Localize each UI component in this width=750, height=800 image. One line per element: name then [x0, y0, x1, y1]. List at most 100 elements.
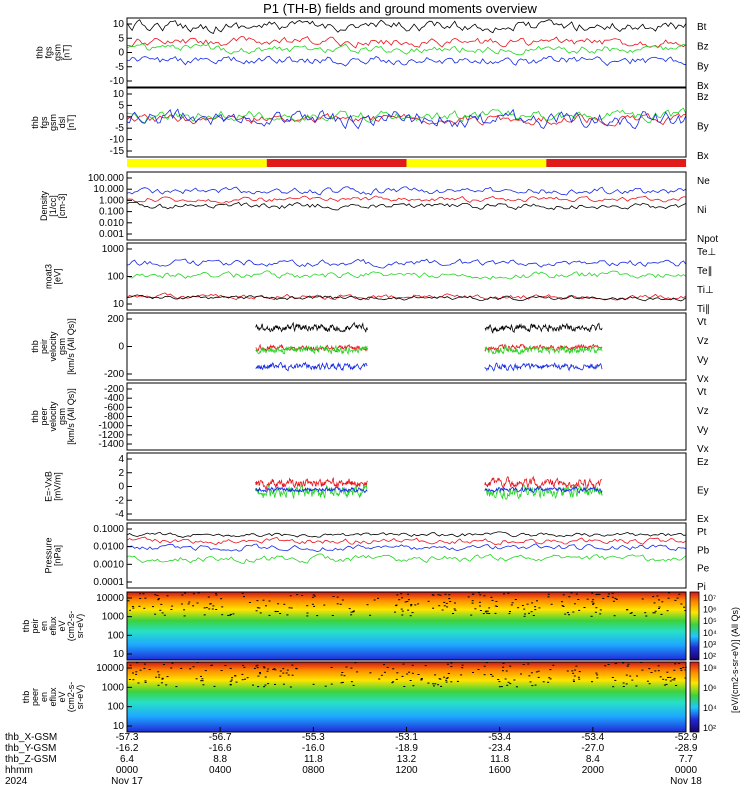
spectrogram-pixel: [192, 605, 195, 607]
y-axis-label: eflux: [48, 616, 58, 636]
spectrogram-pixel: [166, 595, 169, 597]
spectrogram-pixel: [591, 601, 594, 603]
spectrogram-pixel: [350, 614, 353, 616]
spectrogram-pixel: [242, 664, 244, 666]
spectrogram-pixel: [656, 595, 659, 597]
legend-entry: Ey: [697, 486, 709, 497]
spectrogram-pixel: [494, 605, 497, 607]
spectrogram-pixel: [446, 677, 449, 679]
spectrogram-pixel: [170, 667, 173, 669]
spectrogram-pixel: [452, 613, 454, 614]
mode-bar-segment: [127, 159, 267, 167]
y-axis-label: [mV/m]: [53, 472, 63, 501]
vz-trace: [255, 343, 368, 353]
spectrogram-pixel: [665, 683, 668, 685]
spectrogram-pixel: [258, 607, 261, 609]
spectrogram-pixel: [669, 676, 672, 678]
spectrogram-pixel: [408, 671, 411, 673]
vx-trace: [255, 361, 368, 372]
spectrogram-pixel: [158, 674, 161, 676]
x-row-label: thb_X-GSM: [5, 732, 57, 743]
spectrogram-pixel: [255, 610, 258, 612]
x-tick-label: 0800: [302, 765, 325, 776]
x-tick-label: -53.4: [488, 732, 511, 743]
spectrogram-pixel: [189, 668, 192, 670]
spectrogram-pixel: [296, 594, 299, 596]
spectrogram-pixel: [461, 667, 464, 669]
spectrogram-pixel: [183, 615, 186, 617]
spectrogram-pixel: [604, 665, 607, 667]
y-tick-label: 0: [118, 112, 124, 123]
spectrogram-pixel: [535, 671, 538, 673]
spectrogram-pixel: [612, 600, 615, 602]
pb-trace: [126, 536, 687, 546]
spectrogram-pixel: [136, 662, 139, 664]
panel-ion-velocity: 200 0 -200 thb peir velocity gsm [km/s (All Qs)…: [30, 312, 709, 385]
y-tick-label: -200: [104, 384, 124, 395]
spectrogram-pixel: [531, 602, 534, 604]
y-axis-label: velocity: [48, 331, 58, 362]
pi-trace: [126, 543, 687, 553]
spectrogram-pixel: [195, 678, 198, 680]
spectrogram-pixel: [611, 677, 614, 678]
spectrogram-pixel: [494, 612, 497, 614]
spectrogram-pixel: [394, 611, 396, 613]
spectrogram-pixel: [264, 684, 267, 686]
spectrogram-pixel: [129, 609, 131, 611]
spectrogram-pixel: [196, 602, 199, 604]
spectrogram-pixel: [401, 610, 404, 612]
spectrogram-pixel: [564, 613, 567, 615]
spectrogram-pixel: [158, 598, 160, 600]
spectrogram-pixel: [266, 670, 269, 672]
spectrogram-pixel: [424, 665, 427, 667]
panel-frame: [126, 591, 687, 661]
spectrogram-pixel: [283, 603, 286, 605]
legend-entry: Ez: [697, 457, 709, 468]
spectrogram-pixel: [509, 683, 512, 685]
colorbar-tick-label: 10²: [703, 651, 716, 661]
spectrogram-pixel: [510, 604, 513, 606]
spectrogram-pixel: [395, 604, 398, 606]
spectrogram-pixel: [175, 686, 178, 688]
spectrogram-pixel: [653, 602, 656, 604]
y-tick-label: 0.001: [99, 229, 124, 240]
legend-entry: Bt: [697, 22, 707, 33]
x-tick-label: 1600: [489, 765, 512, 776]
legend-entry: Ni: [697, 205, 706, 216]
spectrogram-pixel: [311, 596, 314, 598]
panel-bfield-gsm: 10 5 0 -5 -10 thb fgs gsm [nT] Bt Bz By Bx: [35, 17, 709, 92]
y-tick-label: -10: [110, 135, 125, 146]
ti-par-trace: [126, 270, 687, 280]
spectrogram-pixel: [578, 609, 581, 611]
spectrogram-pixel: [596, 593, 599, 595]
spectrogram-pixel: [159, 609, 162, 611]
spectrogram-pixel: [400, 608, 403, 610]
spectrogram-pixel: [483, 674, 486, 676]
colorbar: [689, 661, 700, 733]
spectrogram-pixel: [180, 603, 183, 605]
spectrogram-pixel: [241, 679, 244, 681]
panel-background: [127, 453, 686, 520]
spectrogram-pixel: [306, 612, 309, 614]
spectrogram-pixel: [252, 684, 254, 686]
spectrogram-pixel: [485, 662, 488, 664]
spectrogram-pixel: [232, 613, 235, 615]
spectrogram-pixel: [201, 678, 204, 680]
vt-trace: [484, 322, 603, 334]
y-tick-label: 5: [118, 100, 124, 111]
spectrogram-pixel: [256, 600, 259, 602]
spectrogram-pixel: [654, 610, 657, 612]
colorbar-tick-label: 10⁶: [703, 605, 717, 615]
spectrogram-pixel: [471, 602, 474, 604]
spectrogram-pixel: [274, 611, 277, 613]
spectrogram-pixel: [336, 603, 339, 605]
spectrogram-pixel: [406, 601, 409, 602]
y-axis-label: E=-VxB: [44, 471, 54, 502]
x-row-label: thb_Y-GSM: [5, 743, 56, 754]
spectrogram-pixel: [497, 679, 500, 680]
spectrogram-pixel: [265, 605, 267, 607]
y-tick-label: 0.0001: [93, 577, 124, 588]
y-tick-label: 2: [118, 468, 124, 479]
